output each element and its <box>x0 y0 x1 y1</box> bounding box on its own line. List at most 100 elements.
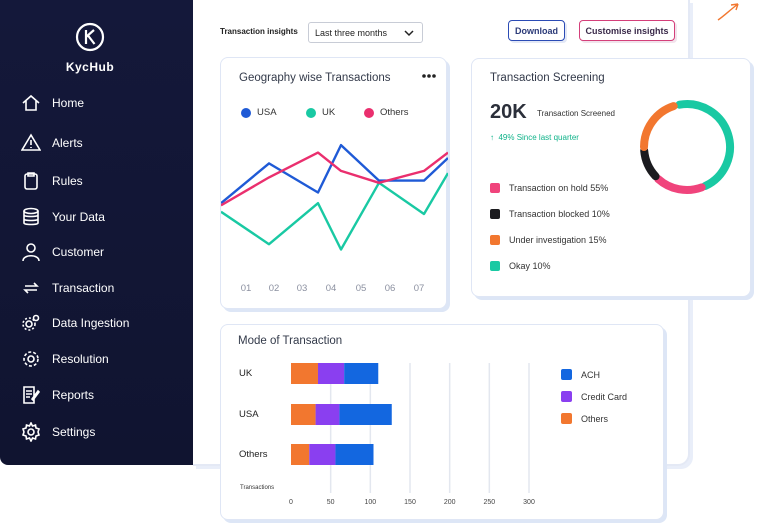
legend-label: Transaction on hold 55% <box>509 183 609 193</box>
legend-label: Others <box>581 413 609 424</box>
donut-slice-transaction-blocked <box>640 146 660 181</box>
legend-label: Under investigation 15% <box>509 235 607 245</box>
legend-swatch <box>561 391 572 402</box>
legend-swatch <box>561 413 572 424</box>
sidebar-item-label: Transaction <box>52 281 115 295</box>
legend-dot <box>306 107 316 118</box>
geography-title: Geography wise Transactions <box>239 72 391 84</box>
more-options-icon[interactable] <box>421 71 437 81</box>
legend-label: ACH <box>581 369 601 380</box>
sidebar-item-rules[interactable]: Rules <box>20 169 83 193</box>
kychub-logo-icon <box>75 22 105 52</box>
series-line-others <box>221 151 448 207</box>
legend-swatch <box>490 183 500 193</box>
y-category-label: UK <box>239 368 253 379</box>
screened-total-label: Transaction Screened <box>537 109 615 118</box>
database-icon <box>20 206 42 228</box>
sidebar-item-customer[interactable]: Customer <box>20 240 104 264</box>
legend-label: UK <box>322 107 336 118</box>
legend-swatch <box>490 261 500 271</box>
sidebar-item-label: Data Ingestion <box>52 316 130 330</box>
legend-usa: USA <box>241 107 277 118</box>
mode-title: Mode of Transaction <box>238 335 343 347</box>
gear-icon <box>20 348 42 370</box>
legend-label: Okay 10% <box>509 261 551 271</box>
sidebar-item-label: Home <box>52 96 85 110</box>
legend-label: USA <box>257 107 277 118</box>
series-line-usa <box>221 143 448 205</box>
sidebar-item-data-ingestion[interactable]: Data Ingestion <box>20 311 129 335</box>
sidebar-item-label: Alerts <box>52 136 83 150</box>
sidebar-item-settings[interactable]: Settings <box>20 420 95 444</box>
x-tick-label: 50 <box>327 499 335 506</box>
home-icon <box>20 92 42 114</box>
legend-swatch <box>561 369 572 380</box>
legend-uk: UK <box>306 107 335 118</box>
sidebar-item-label: Reports <box>52 388 95 402</box>
settings-icon <box>20 421 42 443</box>
gears-icon <box>20 312 42 334</box>
insights-title: Transaction insights <box>220 27 298 36</box>
x-tick-label: 06 <box>385 283 396 294</box>
screening-card: Transaction Screening 20K Transaction Sc… <box>471 58 751 297</box>
donut-slice-under-investigation <box>640 102 678 151</box>
y-category-label: USA <box>239 409 259 420</box>
arrow-up-icon: ↑ <box>490 133 494 142</box>
legend-swatch <box>490 235 500 245</box>
sidebar-item-label: Customer <box>52 245 105 259</box>
legend-credit-card: Credit Card <box>561 391 627 402</box>
decorative-arrow-icon <box>717 3 739 21</box>
sidebar-item-label: Your Data <box>52 210 105 224</box>
download-button[interactable]: Download <box>508 20 565 41</box>
brand-logo[interactable]: KycHub <box>0 22 180 74</box>
customise-insights-button[interactable]: Customise insights <box>579 20 675 41</box>
mode-bar-chart: UK USA Others 0 50 100 150 200 250 300 Transaction… <box>239 363 535 506</box>
sidebar-item-alerts[interactable]: Alerts <box>20 131 83 155</box>
x-tick-label: 150 <box>404 499 416 506</box>
screening-donut-chart <box>640 100 734 195</box>
legend-ach: ACH <box>561 369 600 380</box>
bar-segment-ach <box>344 363 379 384</box>
bar-segment-credit-card <box>315 404 340 425</box>
x-tick-label: 01 <box>241 283 252 294</box>
x-tick-label: 300 <box>523 499 535 506</box>
x-tick-label: 07 <box>414 283 425 294</box>
bar-segment-others <box>291 444 310 465</box>
user-icon <box>20 241 42 263</box>
bar-segment-others <box>291 363 318 384</box>
mode-card: Mode of Transaction UK USA Others 0 50 100 150… <box>220 324 664 520</box>
x-tick-label: 03 <box>297 283 308 294</box>
sidebar-item-transaction[interactable]: Transaction <box>20 276 114 300</box>
geography-card: Geography wise Transactions USA UK Other… <box>220 57 448 309</box>
sidebar-item-home[interactable]: Home <box>20 91 84 115</box>
period-select[interactable]: Last three months <box>308 22 423 43</box>
transfer-icon <box>20 277 42 299</box>
screening-title: Transaction Screening <box>490 72 605 84</box>
legend-investigation: Under investigation 15% <box>490 235 607 245</box>
sidebar-item-your-data[interactable]: Your Data <box>20 205 105 229</box>
x-tick-label: 0 <box>289 499 293 506</box>
sidebar-item-resolution[interactable]: Resolution <box>20 347 109 371</box>
legend-swatch <box>490 209 500 219</box>
growth-text: 49% Since last quarter <box>498 133 579 142</box>
legend-okay: Okay 10% <box>490 261 551 271</box>
bar-segment-credit-card <box>317 363 345 384</box>
legend-label: Credit Card <box>581 391 628 402</box>
legend-label: Transaction blocked 10% <box>509 209 610 219</box>
x-axis-label: Transactions <box>240 485 274 491</box>
geography-line-chart: 01 02 03 04 05 06 07 <box>221 143 448 294</box>
series-line-uk <box>221 172 448 251</box>
clipboard-icon <box>20 170 42 192</box>
bar-segment-ach <box>339 404 392 425</box>
brand-name: KycHub <box>65 60 115 74</box>
bar-segment-ach <box>335 444 374 465</box>
donut-slice-okay <box>675 100 734 190</box>
sidebar-item-reports[interactable]: Reports <box>20 383 94 407</box>
legend-others: Others <box>561 413 608 424</box>
sidebar: KycHub Home Alerts Rules Your Data Custo… <box>0 0 193 465</box>
chevron-down-icon <box>404 30 414 37</box>
screened-total: 20K <box>490 101 527 123</box>
legend-blocked: Transaction blocked 10% <box>490 209 610 219</box>
legend-label: Others <box>380 107 409 118</box>
